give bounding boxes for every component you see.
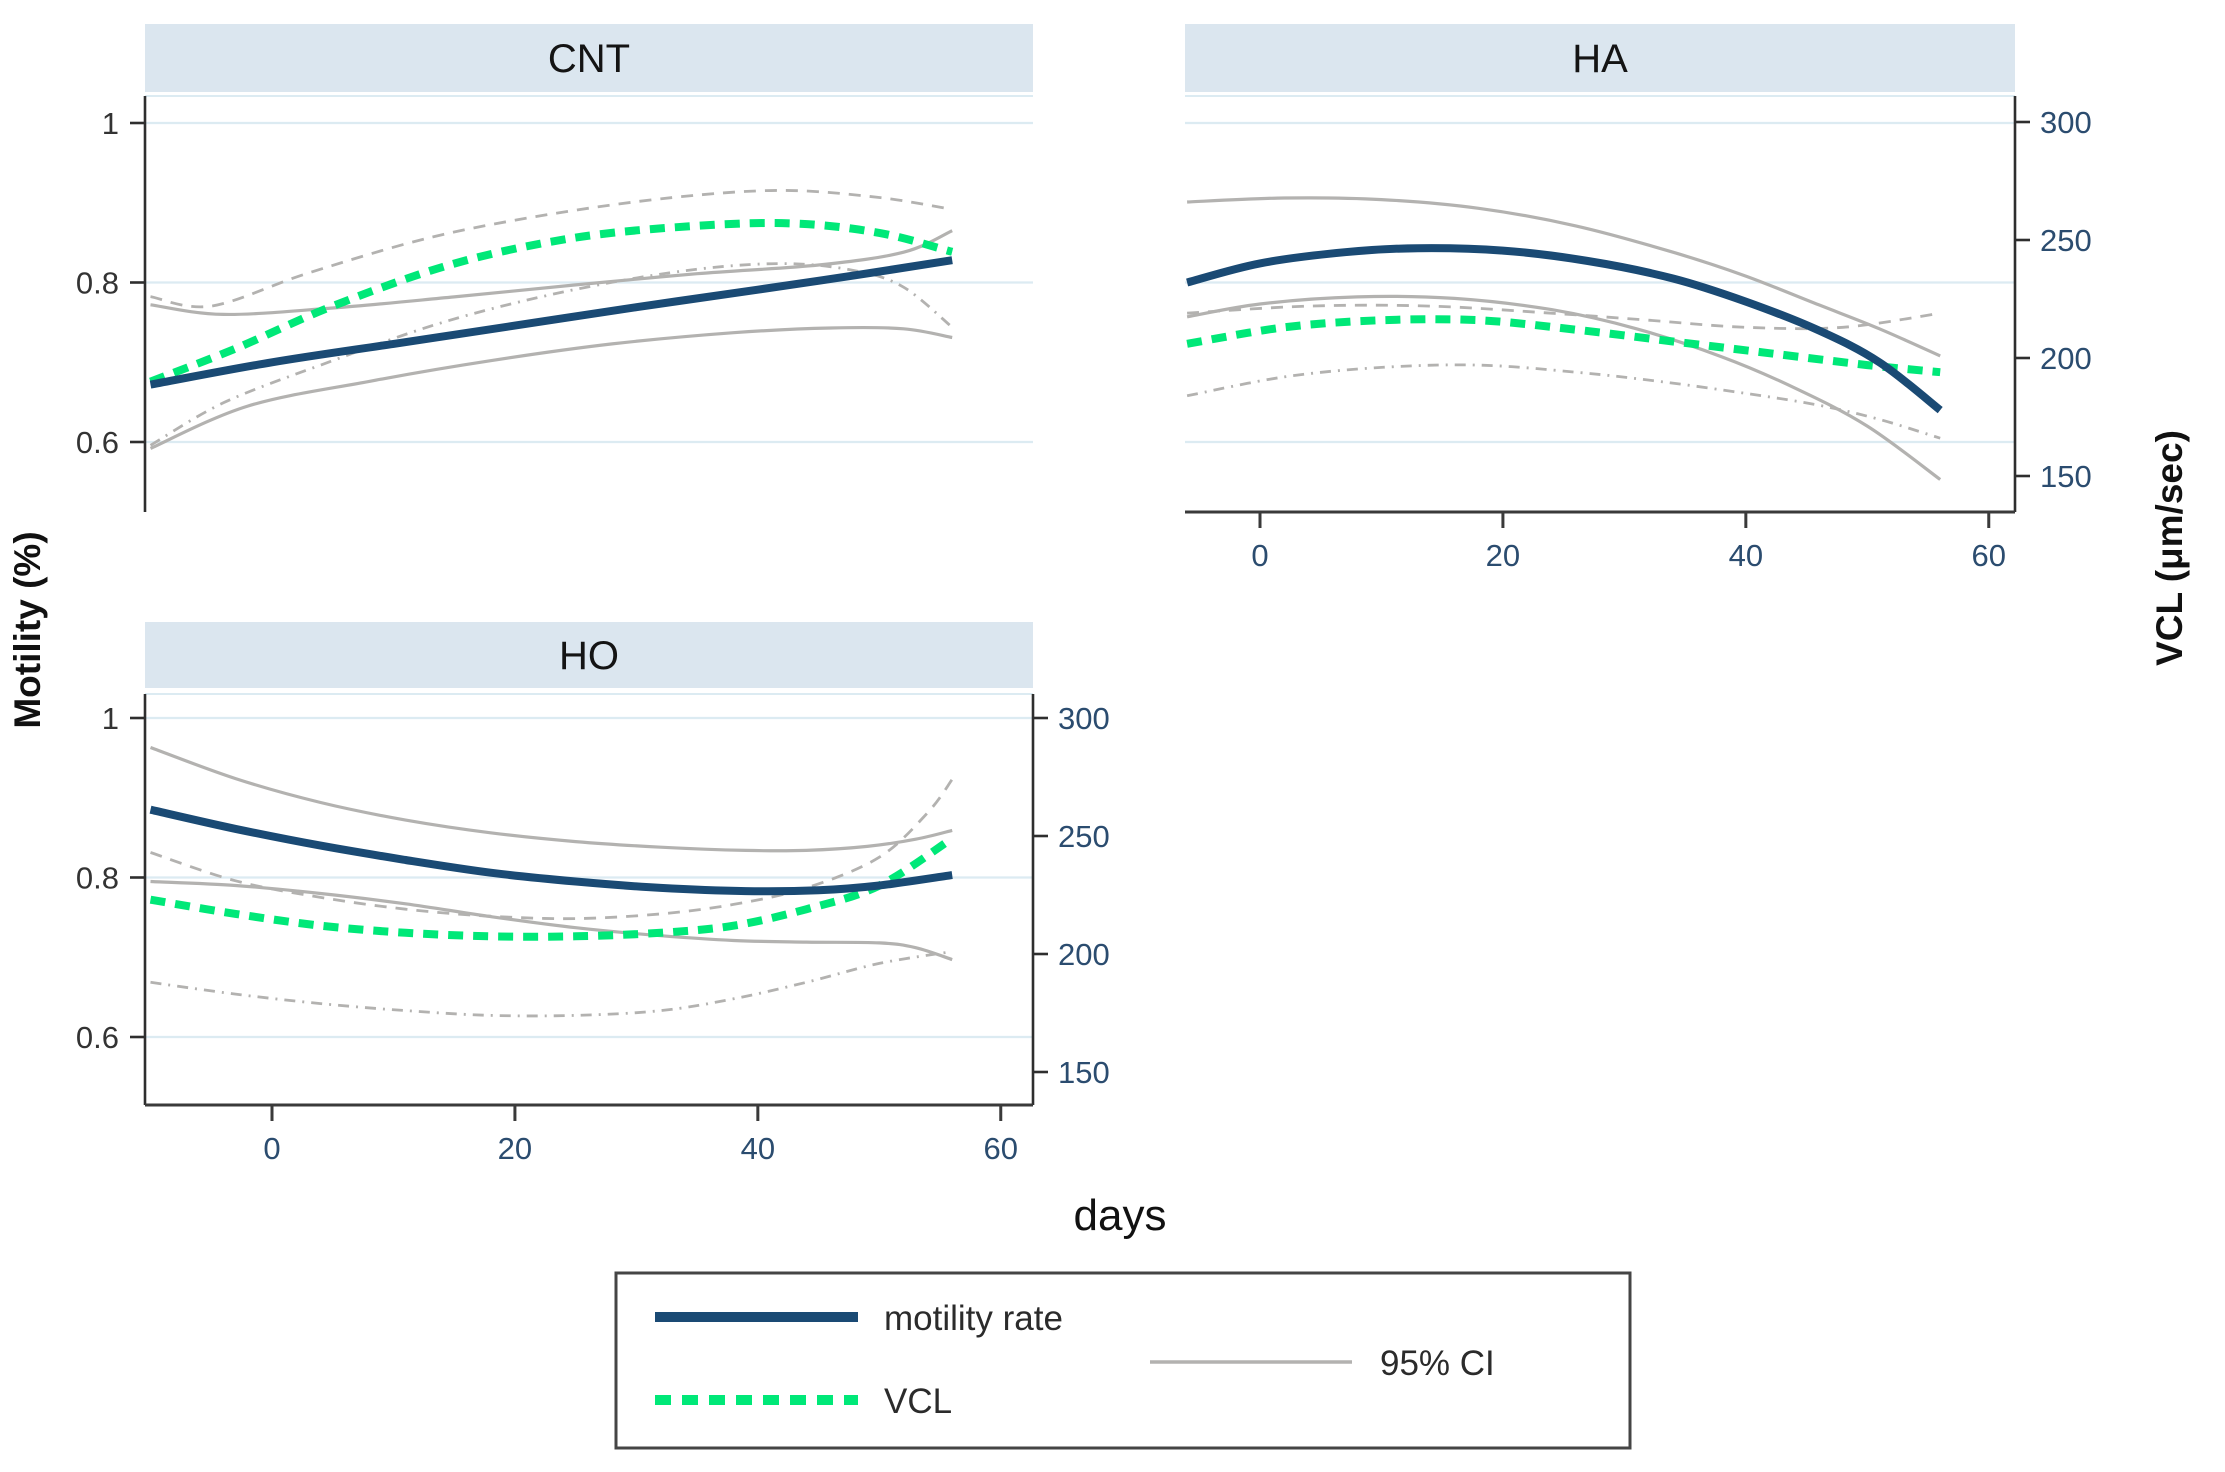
vcl-tick-label: 200 (2040, 341, 2092, 376)
ha-vcl-ci-lower-line (1186, 363, 1941, 440)
vcl-tick-label: 150 (1058, 1055, 1110, 1090)
cnt-vcl-ci-upper-line (150, 188, 953, 309)
legend: motility rate VCL 95% CI (614, 1271, 1632, 1450)
ho-motility-ci-upper-line (149, 745, 953, 853)
panel-header-ha (1185, 24, 2015, 92)
panel-title-ha: HA (1572, 37, 1628, 81)
ho-motility-line (149, 805, 953, 896)
y-axis-title-motility: Motility (%) (7, 531, 48, 728)
curves-layer (149, 188, 1943, 1018)
panel-header-cnt (145, 24, 1033, 92)
vcl-tick-label: 150 (2040, 459, 2092, 494)
x-tick-label: 40 (1729, 538, 1763, 573)
legend-label-motility-rate: motility rate (884, 1299, 1063, 1338)
y-tick-label: 0.6 (76, 425, 119, 460)
x-tick-label: 60 (984, 1131, 1018, 1166)
x-tick-label: 0 (263, 1131, 280, 1166)
cnt-vcl-ci-lower-line (149, 262, 954, 447)
legend-label-vcl: VCL (884, 1382, 952, 1421)
ho-vcl-ci-lower-line (150, 950, 953, 1018)
legend-box (614, 1271, 1632, 1450)
cnt-motility-ci-lower-line (149, 325, 953, 450)
x-axis-title-days: days (1074, 1191, 1167, 1240)
panel-header-ho (145, 622, 1033, 688)
x-tick-label: 40 (741, 1131, 775, 1166)
y-tick-label: 1 (102, 106, 119, 141)
ho-motility-ci-lower-line (150, 879, 953, 962)
y-tick-label: 0.8 (76, 861, 119, 896)
ho-vcl-ci-upper-line (150, 778, 954, 921)
cnt-motility-line (149, 256, 953, 389)
panel-title-ho: HO (559, 634, 619, 678)
cnt-motility-ci-upper-line (150, 229, 953, 317)
vcl-tick-label: 250 (2040, 223, 2092, 258)
legend-label-95ci: 95% CI (1380, 1344, 1495, 1383)
vcl-tick-label: 300 (2040, 105, 2092, 140)
x-tick-label: 20 (498, 1131, 532, 1166)
vcl-tick-label: 300 (1058, 701, 1110, 736)
ha-vcl-line (1186, 315, 1941, 377)
x-tick-label: 20 (1486, 538, 1520, 573)
ho-vcl-line (149, 835, 955, 941)
vcl-tick-label: 200 (1058, 937, 1110, 972)
panel-title-cnt: CNT (548, 37, 630, 81)
y-tick-label: 0.6 (76, 1020, 119, 1055)
y-tick-label: 0.8 (76, 266, 119, 301)
ha-motility-ci-upper-line (1187, 196, 1941, 358)
ha-motility-line (1186, 244, 1943, 414)
vcl-tick-label: 250 (1058, 819, 1110, 854)
y-tick-label: 1 (102, 701, 119, 736)
cnt-vcl-line (149, 219, 954, 386)
x-tick-label: 0 (1251, 538, 1268, 573)
x-tick-label: 60 (1972, 538, 2006, 573)
y-axis-title-vcl: VCL (μm/sec) (2149, 430, 2190, 666)
